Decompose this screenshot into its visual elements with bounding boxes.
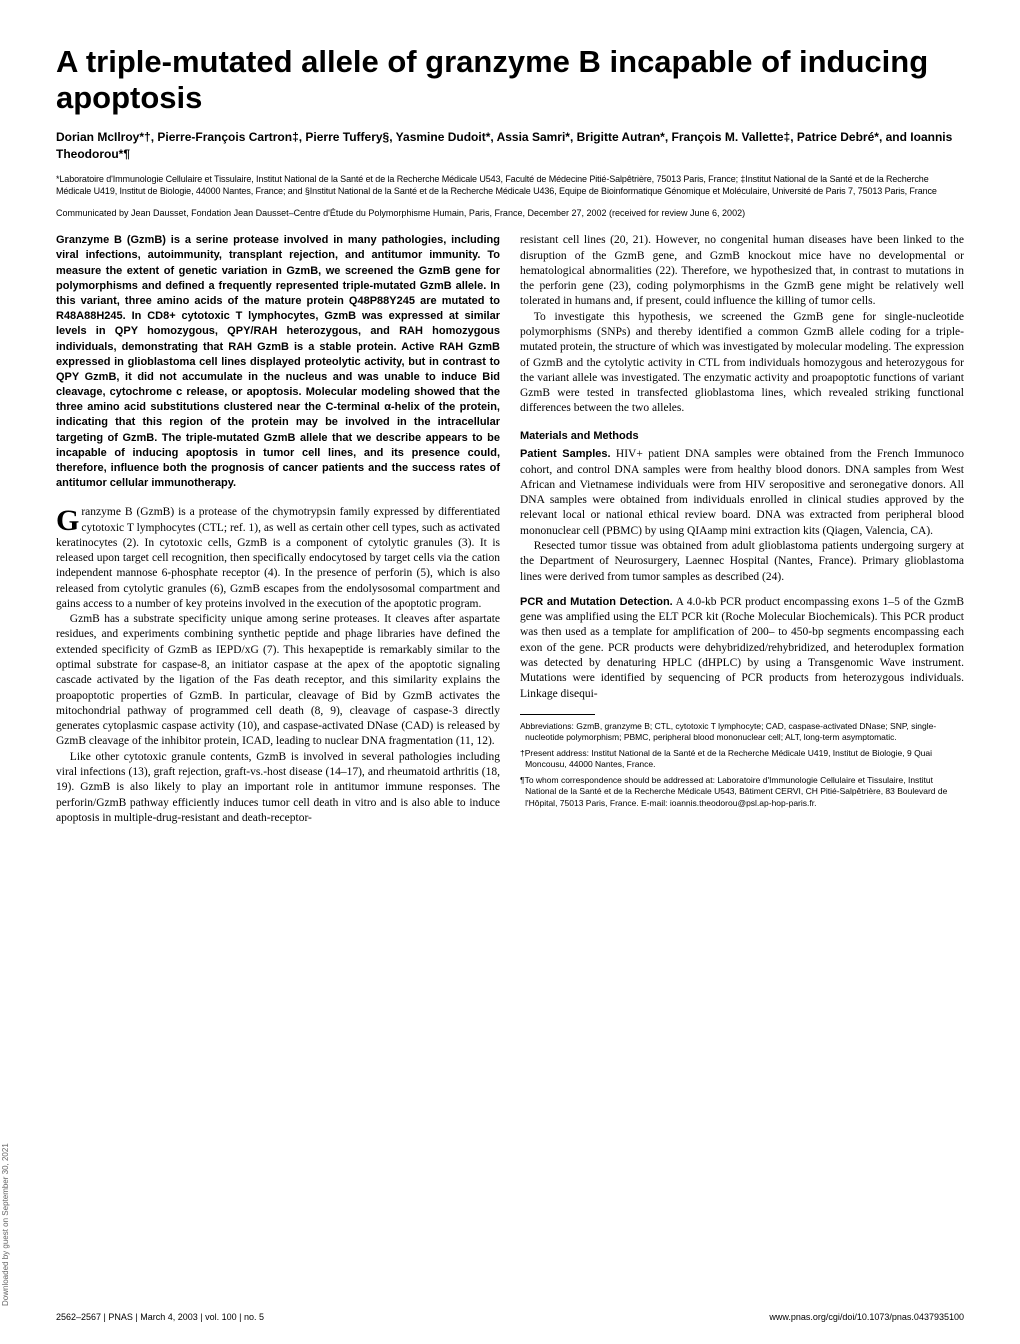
present-address-footnote: †Present address: Institut National de l… <box>520 748 964 771</box>
article-body-columns: Granzyme B (GzmB) is a serine protease i… <box>56 233 964 826</box>
abbreviations-footnote: Abbreviations: GzmB, granzyme B; CTL, cy… <box>520 721 964 744</box>
body-paragraph: Resected tumor tissue was obtained from … <box>520 539 964 585</box>
footnote-divider <box>520 714 595 715</box>
download-sidebar-text: Downloaded by guest on September 30, 202… <box>1 1143 10 1306</box>
footer-left: 2562–2567 | PNAS | March 4, 2003 | vol. … <box>56 1312 264 1322</box>
patient-samples-paragraph: Patient Samples. HIV+ patient DNA sample… <box>520 447 964 539</box>
pcr-paragraph: PCR and Mutation Detection. A 4.0-kb PCR… <box>520 595 964 702</box>
body-paragraph: resistant cell lines (20, 21). However, … <box>520 233 964 309</box>
abstract: Granzyme B (GzmB) is a serine protease i… <box>56 233 500 491</box>
footer-right: www.pnas.org/cgi/doi/10.1073/pnas.043793… <box>769 1312 964 1322</box>
affiliations: *Laboratoire d'Immunologie Cellulaire et… <box>56 173 964 197</box>
body-paragraph: Granzyme B (GzmB) is a protease of the c… <box>56 505 500 612</box>
footnotes-block: Abbreviations: GzmB, granzyme B; CTL, cy… <box>520 721 964 809</box>
body-paragraph: Like other cytotoxic granule contents, G… <box>56 750 500 826</box>
article-title: A triple-mutated allele of granzyme B in… <box>56 44 964 115</box>
subsection-body: HIV+ patient DNA samples were obtained f… <box>520 448 964 536</box>
author-list: Dorian McIlroy*†, Pierre-François Cartro… <box>56 129 964 163</box>
body-paragraph: GzmB has a substrate specificity unique … <box>56 612 500 750</box>
subsection-lead: PCR and Mutation Detection. <box>520 596 673 608</box>
subsection-lead: Patient Samples. <box>520 448 611 460</box>
correspondence-footnote: ¶To whom correspondence should be addres… <box>520 775 964 809</box>
page-footer: 2562–2567 | PNAS | March 4, 2003 | vol. … <box>56 1312 964 1322</box>
communicated-by: Communicated by Jean Dausset, Fondation … <box>56 207 964 219</box>
body-paragraph: To investigate this hypothesis, we scree… <box>520 310 964 417</box>
subsection-body: A 4.0-kb PCR product encompassing exons … <box>520 596 964 700</box>
materials-methods-heading: Materials and Methods <box>520 429 964 444</box>
